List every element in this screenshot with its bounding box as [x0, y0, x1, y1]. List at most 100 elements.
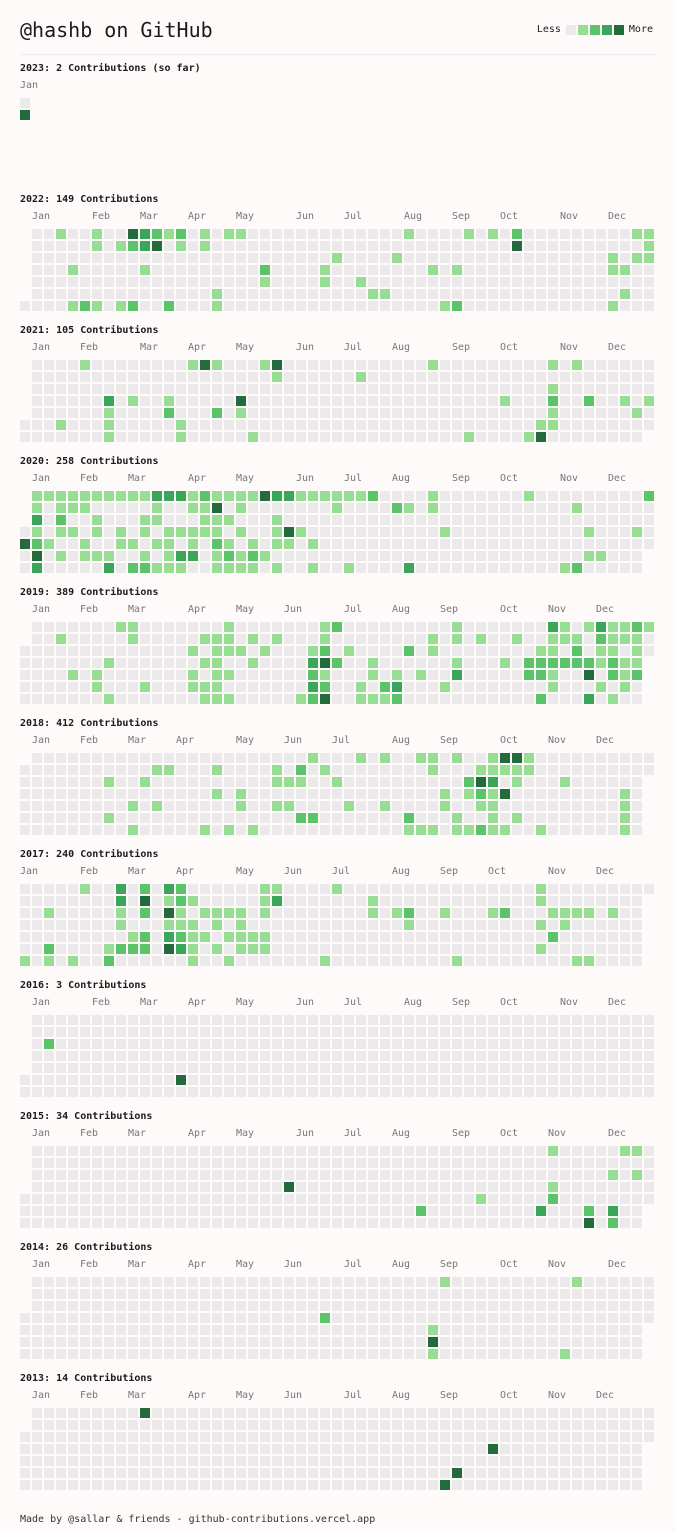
day-cell[interactable] [608, 777, 618, 787]
day-cell[interactable] [128, 670, 138, 680]
day-cell[interactable] [536, 1313, 546, 1323]
day-cell[interactable] [440, 1158, 450, 1168]
day-cell[interactable] [260, 265, 270, 275]
day-cell[interactable] [464, 408, 474, 418]
day-cell[interactable] [440, 920, 450, 930]
day-cell[interactable] [488, 1468, 498, 1478]
day-cell[interactable] [428, 646, 438, 656]
day-cell[interactable] [608, 1194, 618, 1204]
day-cell[interactable] [188, 241, 198, 251]
day-cell[interactable] [140, 1277, 150, 1287]
day-cell[interactable] [524, 1289, 534, 1299]
day-cell[interactable] [548, 1420, 558, 1430]
day-cell[interactable] [632, 1039, 642, 1049]
day-cell[interactable] [344, 932, 354, 942]
day-cell[interactable] [260, 789, 270, 799]
day-cell[interactable] [248, 1456, 258, 1466]
day-cell[interactable] [236, 1301, 246, 1311]
day-cell[interactable] [404, 1456, 414, 1466]
day-cell[interactable] [260, 1432, 270, 1442]
day-cell[interactable] [68, 360, 78, 370]
day-cell[interactable] [308, 1432, 318, 1442]
day-cell[interactable] [152, 1444, 162, 1454]
day-cell[interactable] [536, 1051, 546, 1061]
day-cell[interactable] [476, 646, 486, 656]
day-cell[interactable] [464, 1194, 474, 1204]
day-cell[interactable] [284, 1206, 294, 1216]
day-cell[interactable] [452, 1218, 462, 1228]
day-cell[interactable] [200, 1194, 210, 1204]
day-cell[interactable] [572, 515, 582, 525]
day-cell[interactable] [356, 229, 366, 239]
day-cell[interactable] [620, 1444, 630, 1454]
day-cell[interactable] [608, 634, 618, 644]
day-cell[interactable] [80, 646, 90, 656]
day-cell[interactable] [284, 563, 294, 573]
day-cell[interactable] [404, 670, 414, 680]
day-cell[interactable] [188, 1277, 198, 1287]
day-cell[interactable] [164, 253, 174, 263]
day-cell[interactable] [584, 682, 594, 692]
day-cell[interactable] [452, 229, 462, 239]
day-cell[interactable] [272, 789, 282, 799]
day-cell[interactable] [80, 1087, 90, 1097]
day-cell[interactable] [80, 682, 90, 692]
day-cell[interactable] [620, 753, 630, 763]
day-cell[interactable] [308, 1325, 318, 1335]
day-cell[interactable] [596, 1349, 606, 1359]
day-cell[interactable] [80, 920, 90, 930]
day-cell[interactable] [608, 289, 618, 299]
day-cell[interactable] [44, 1158, 54, 1168]
day-cell[interactable] [584, 1194, 594, 1204]
day-cell[interactable] [536, 1277, 546, 1287]
day-cell[interactable] [308, 1075, 318, 1085]
day-cell[interactable] [296, 1349, 306, 1359]
day-cell[interactable] [56, 229, 66, 239]
day-cell[interactable] [116, 944, 126, 954]
day-cell[interactable] [404, 372, 414, 382]
day-cell[interactable] [152, 1349, 162, 1359]
day-cell[interactable] [44, 789, 54, 799]
day-cell[interactable] [500, 372, 510, 382]
day-cell[interactable] [560, 1218, 570, 1228]
day-cell[interactable] [92, 241, 102, 251]
day-cell[interactable] [272, 1075, 282, 1085]
day-cell[interactable] [488, 944, 498, 954]
day-cell[interactable] [224, 813, 234, 823]
day-cell[interactable] [44, 539, 54, 549]
day-cell[interactable] [224, 301, 234, 311]
day-cell[interactable] [68, 241, 78, 251]
day-cell[interactable] [524, 551, 534, 561]
day-cell[interactable] [356, 563, 366, 573]
day-cell[interactable] [128, 1063, 138, 1073]
day-cell[interactable] [584, 1432, 594, 1442]
day-cell[interactable] [380, 1420, 390, 1430]
day-cell[interactable] [92, 1039, 102, 1049]
day-cell[interactable] [428, 503, 438, 513]
day-cell[interactable] [200, 670, 210, 680]
day-cell[interactable] [524, 1194, 534, 1204]
day-cell[interactable] [428, 908, 438, 918]
day-cell[interactable] [608, 432, 618, 442]
day-cell[interactable] [92, 563, 102, 573]
day-cell[interactable] [116, 765, 126, 775]
day-cell[interactable] [416, 1432, 426, 1442]
day-cell[interactable] [428, 896, 438, 906]
day-cell[interactable] [452, 372, 462, 382]
day-cell[interactable] [164, 1027, 174, 1037]
day-cell[interactable] [512, 1158, 522, 1168]
day-cell[interactable] [344, 801, 354, 811]
day-cell[interactable] [212, 253, 222, 263]
day-cell[interactable] [92, 1456, 102, 1466]
day-cell[interactable] [236, 1349, 246, 1359]
day-cell[interactable] [284, 432, 294, 442]
day-cell[interactable] [284, 384, 294, 394]
day-cell[interactable] [164, 1301, 174, 1311]
day-cell[interactable] [500, 932, 510, 942]
day-cell[interactable] [32, 789, 42, 799]
day-cell[interactable] [176, 908, 186, 918]
day-cell[interactable] [500, 229, 510, 239]
day-cell[interactable] [248, 1301, 258, 1311]
day-cell[interactable] [236, 1325, 246, 1335]
day-cell[interactable] [92, 956, 102, 966]
